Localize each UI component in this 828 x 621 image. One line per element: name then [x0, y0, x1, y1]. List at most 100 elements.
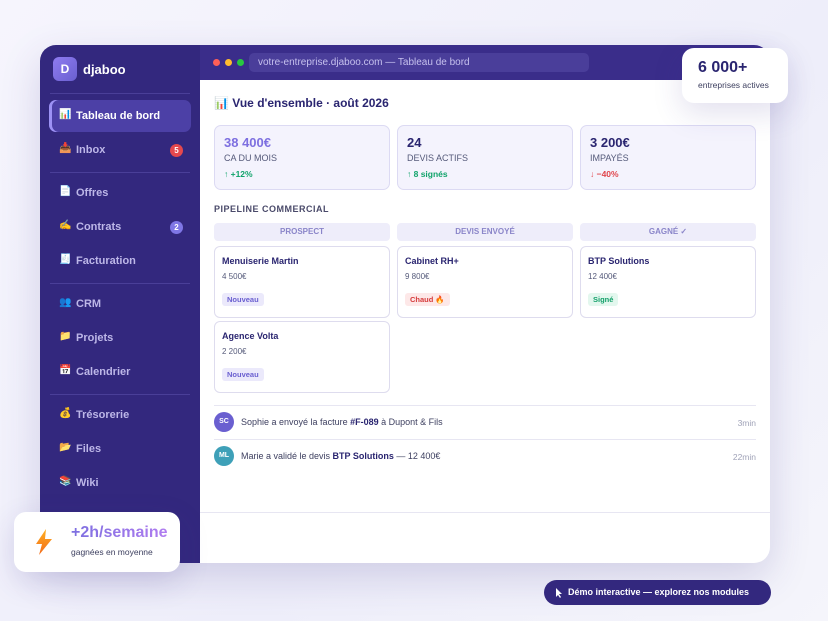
kpi-trend: ↑ 8 signés	[407, 169, 448, 179]
divider	[214, 439, 756, 440]
nav-item[interactable]: 💰 Trésorerie	[49, 399, 191, 431]
activity-text: Sophie a envoyé la facture #F-089 à Dupo…	[241, 417, 443, 427]
nav-icon: 📄	[59, 186, 72, 197]
nav-item[interactable]: 📚 Wiki	[49, 467, 191, 499]
deal-card[interactable]: BTP Solutions 12 400€ Signé	[580, 246, 756, 318]
nav-icon: 📁	[59, 331, 72, 342]
nav-item[interactable]: 👥 CRM	[49, 288, 191, 320]
demo-label: Démo interactive — explorez nos modules	[568, 587, 750, 597]
stat-badge: 6 000+ entreprises actives	[682, 48, 788, 103]
nav-icon: 📥	[59, 143, 72, 154]
separator	[50, 394, 190, 395]
activity-time: 3min	[737, 418, 756, 428]
nav-item[interactable]: 🧾 Facturation	[49, 245, 191, 277]
nav-label: Wiki	[76, 477, 99, 489]
nav-item[interactable]: 📂 Files	[49, 433, 191, 465]
column-header: GAGNÉ ✓	[580, 223, 756, 241]
kpi-value: 38 400€	[224, 135, 271, 150]
nav-badge: 2	[170, 221, 183, 234]
deal-name: Menuiserie Martin	[222, 256, 299, 266]
deal-amount: 2 200€	[222, 347, 247, 356]
nav-label: Contrats	[76, 221, 122, 233]
nav-label: Offres	[76, 187, 109, 199]
nav-label: Inbox	[76, 144, 106, 156]
deal-card[interactable]: Menuiserie Martin 4 500€ Nouveau	[214, 246, 390, 318]
nav-icon: 🧾	[59, 254, 72, 265]
window-dot	[213, 59, 220, 66]
nav-label: Files	[76, 443, 102, 455]
overview-title: 📊 Vue d'ensemble · août 2026	[214, 96, 389, 110]
avatar: SC	[214, 412, 234, 432]
deal-name: BTP Solutions	[588, 256, 650, 266]
gain-label: gagnées en moyenne	[71, 547, 153, 557]
kpi-label: DEVIS ACTIFS	[407, 153, 469, 163]
deal-card[interactable]: Cabinet RH+ 9 800€ Chaud 🔥	[397, 246, 573, 318]
deal-tag: Chaud 🔥	[405, 293, 450, 306]
kpi-card: 3 200€ IMPAYÉS ↓ −40%	[580, 125, 756, 190]
url-bar: votre-entreprise.djaboo.com — Tableau de…	[249, 53, 589, 72]
main-content: 📊 Vue d'ensemble · août 2026 PIPELINE CO…	[200, 80, 770, 563]
nav-item[interactable]: 📊 Tableau de bord	[49, 100, 191, 132]
nav-item[interactable]: 📅 Calendrier	[49, 356, 191, 388]
deal-tag: Signé	[588, 293, 619, 306]
divider	[200, 512, 770, 513]
nav-icon: 👥	[59, 297, 72, 308]
deal-amount: 9 800€	[405, 272, 430, 281]
nav-item[interactable]: 📄 Offres	[49, 177, 191, 209]
nav-label: Tableau de bord	[76, 110, 161, 122]
gain-value: +2h/semaine	[71, 524, 168, 541]
nav-icon: 📅	[59, 365, 72, 376]
overview-text: Vue d'ensemble · août 2026	[232, 96, 389, 110]
separator	[50, 283, 190, 284]
activity-highlight: BTP Solutions	[332, 451, 394, 461]
deal-tag: Nouveau	[222, 293, 264, 306]
kpi-trend: ↓ −40%	[590, 169, 619, 179]
demo-pill[interactable]: Démo interactive — explorez nos modules	[544, 580, 771, 605]
column-header: PROSPECT	[214, 223, 390, 241]
column-header: DEVIS ENVOYÉ	[397, 223, 573, 241]
cursor-icon	[556, 588, 562, 598]
logo: D	[53, 57, 77, 81]
pipeline-title: PIPELINE COMMERCIAL	[214, 204, 330, 214]
brand: djaboo	[83, 62, 126, 77]
divider	[214, 405, 756, 406]
kpi-card: 24 DEVIS ACTIFS ↑ 8 signés	[397, 125, 573, 190]
nav-icon: ✍️	[59, 220, 72, 231]
stat-label: entreprises actives	[698, 80, 769, 90]
stat-value: 6 000+	[698, 59, 748, 76]
lightning-icon	[36, 529, 52, 555]
separator	[50, 93, 190, 94]
nav-label: Trésorerie	[76, 409, 130, 421]
kpi-label: CA DU MOIS	[224, 153, 278, 163]
nav-label: Calendrier	[76, 366, 131, 378]
activity-before: Marie a validé le devis	[241, 451, 333, 461]
nav-icon: 📂	[59, 442, 72, 453]
nav-icon: 💰	[59, 408, 72, 419]
activity-highlight: #F-089	[350, 417, 379, 427]
overview-icon: 📊	[214, 96, 229, 110]
activity-text: Marie a validé le devis BTP Solutions — …	[241, 451, 440, 461]
separator	[50, 172, 190, 173]
nav-label: Projets	[76, 332, 114, 344]
kpi-card: 38 400€ CA DU MOIS ↑ +12%	[214, 125, 390, 190]
nav-icon: 📚	[59, 476, 72, 487]
window-dot	[237, 59, 244, 66]
nav-item[interactable]: 📁 Projets	[49, 322, 191, 354]
nav-item[interactable]: 📥 Inbox 5	[49, 134, 191, 166]
window-dot	[225, 59, 232, 66]
deal-amount: 4 500€	[222, 272, 247, 281]
activity-after: — 12 400€	[393, 451, 441, 461]
nav-badge: 5	[170, 144, 183, 157]
nav-label: CRM	[76, 298, 102, 310]
top-bar: votre-entreprise.djaboo.com — Tableau de…	[200, 45, 770, 80]
deal-name: Cabinet RH+	[405, 256, 459, 266]
nav-item[interactable]: ✍️ Contrats 2	[49, 211, 191, 243]
kpi-label: IMPAYÉS	[590, 153, 629, 163]
deal-name: Agence Volta	[222, 331, 279, 341]
nav-label: Facturation	[76, 255, 136, 267]
sidebar: D djaboo 📊 Tableau de bord 📥 Inbox 5 📄 Offres ✍…	[40, 45, 200, 563]
deal-amount: 12 400€	[588, 272, 617, 281]
app-window: D djaboo 📊 Tableau de bord 📥 Inbox 5 📄 Offres ✍…	[40, 45, 770, 563]
deal-card[interactable]: Agence Volta 2 200€ Nouveau	[214, 321, 390, 393]
